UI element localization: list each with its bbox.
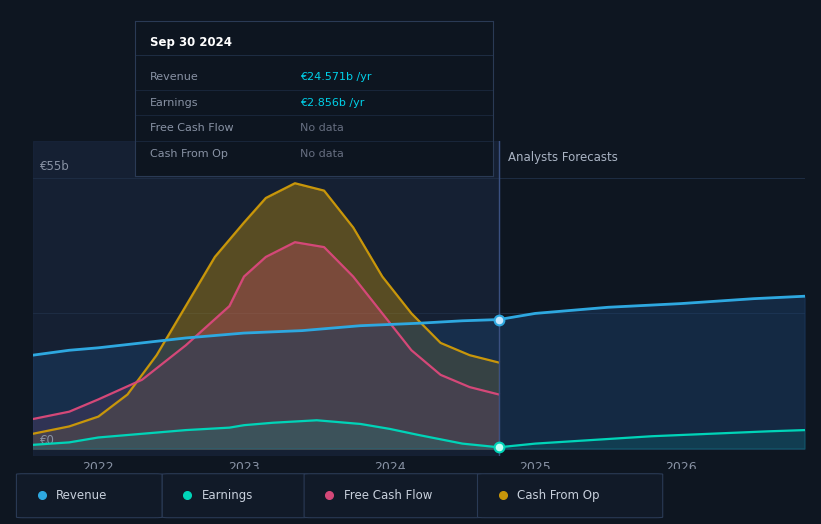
Text: Free Cash Flow: Free Cash Flow bbox=[343, 489, 432, 501]
Text: Past: Past bbox=[466, 150, 490, 163]
Bar bbox=[33, 141, 499, 456]
Text: €24.571b /yr: €24.571b /yr bbox=[300, 72, 371, 82]
Text: Free Cash Flow: Free Cash Flow bbox=[149, 123, 233, 134]
Text: No data: No data bbox=[300, 123, 344, 134]
Text: €2.856b /yr: €2.856b /yr bbox=[300, 98, 365, 108]
Text: Earnings: Earnings bbox=[202, 489, 253, 501]
Text: Sep 30 2024: Sep 30 2024 bbox=[149, 37, 232, 49]
Text: No data: No data bbox=[300, 149, 344, 159]
Text: €55b: €55b bbox=[40, 160, 70, 173]
Text: €0: €0 bbox=[40, 433, 55, 446]
Text: Revenue: Revenue bbox=[149, 72, 199, 82]
FancyBboxPatch shape bbox=[304, 474, 481, 518]
Text: Cash From Op: Cash From Op bbox=[149, 149, 227, 159]
Text: Earnings: Earnings bbox=[149, 98, 198, 108]
FancyBboxPatch shape bbox=[16, 474, 163, 518]
FancyBboxPatch shape bbox=[163, 474, 308, 518]
Text: Analysts Forecasts: Analysts Forecasts bbox=[507, 150, 617, 163]
Text: Cash From Op: Cash From Op bbox=[517, 489, 599, 501]
FancyBboxPatch shape bbox=[478, 474, 663, 518]
Text: Revenue: Revenue bbox=[56, 489, 108, 501]
